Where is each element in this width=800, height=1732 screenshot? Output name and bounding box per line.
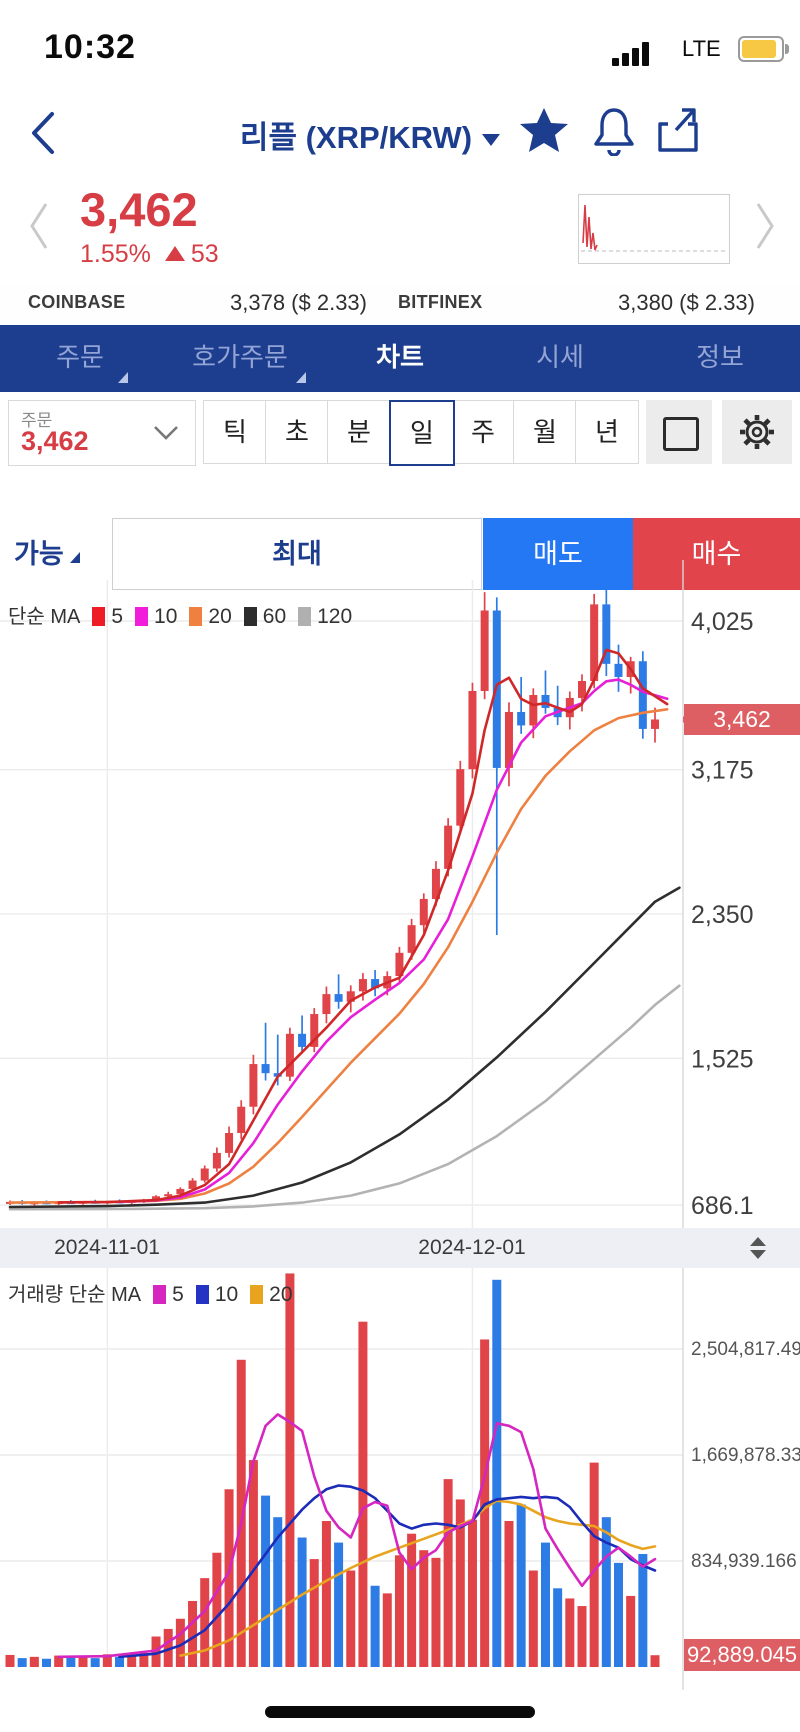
chevron-down-icon [154, 426, 178, 440]
home-indicator[interactable] [265, 1706, 535, 1718]
tab-info[interactable]: 정보 [696, 342, 744, 372]
up-triangle-icon [164, 246, 185, 261]
share-button[interactable] [652, 104, 704, 156]
timeframe-week[interactable]: 주 [451, 400, 515, 464]
header: 리플 (XRP/KRW) [0, 90, 800, 176]
volume-ma-legend: 거래량 단순 MA 5 10 20 [8, 1283, 293, 1306]
timeframe-year[interactable]: 년 [575, 400, 639, 464]
price-section: 3,462 1.55% 53 [0, 176, 800, 284]
change-amount: 53 [190, 240, 219, 268]
timeframe-month[interactable]: 월 [513, 400, 577, 464]
timeframe-tick[interactable]: 틱 [203, 400, 267, 464]
timeframe-day[interactable]: 일 [389, 400, 455, 466]
ma120-swatch [298, 607, 312, 626]
favorite-star-button[interactable] [518, 104, 570, 156]
svg-text:4,025: 4,025 [691, 608, 754, 636]
current-volume-badge: 92,889.045 [684, 1639, 800, 1671]
gear-icon [740, 415, 774, 449]
max-button[interactable]: 최대 [112, 518, 482, 590]
ma-legend: 단순 MA 5 10 20 60 120 [8, 605, 353, 628]
current-price: 3,462 [80, 183, 198, 236]
chart-style-button[interactable] [646, 400, 712, 464]
tab-order[interactable]: 주문 [0, 325, 160, 392]
exchange-name: BITFINEX [398, 292, 483, 312]
square-icon [663, 417, 699, 451]
tab-market[interactable]: 시세 [536, 342, 584, 372]
svg-text:686.1: 686.1 [691, 1192, 754, 1220]
current-price-badge: 3,462 [684, 704, 800, 735]
available-toggle[interactable]: 가능 [14, 518, 80, 590]
legend-title: 단순 MA [8, 606, 81, 628]
chevron-down-icon [482, 133, 501, 146]
buy-button[interactable]: 매수 [633, 518, 800, 590]
svg-text:834,939.166: 834,939.166 [691, 1551, 797, 1572]
tab-orderbook[interactable]: 호가주문 [160, 325, 320, 392]
order-price-dropdown[interactable]: 주문 3,462 [8, 400, 196, 466]
main-tab-bar: 주문 호가주문 차트 시세 정보 [0, 325, 800, 392]
clock: 10:32 [44, 28, 136, 66]
timeframe-group: 틱 초 분 일 주 월 년 [203, 400, 639, 466]
notification-bell-button[interactable] [588, 104, 640, 156]
submenu-triangle-icon [296, 372, 306, 383]
exchange-price: 3,378 ($ 2.33) [230, 290, 367, 315]
prev-coin-button[interactable] [24, 198, 54, 254]
timeframe-second[interactable]: 초 [265, 400, 329, 464]
signal-strength-icon [612, 40, 672, 66]
submenu-triangle-icon [118, 372, 128, 383]
next-coin-button[interactable] [750, 198, 780, 254]
date-axis-band: 2024-11-01 2024-12-01 [0, 1228, 800, 1268]
mini-sparkline-chart [578, 194, 730, 264]
battery-icon [738, 36, 789, 62]
exchange-name: COINBASE [28, 292, 126, 312]
chart-settings-button[interactable] [722, 400, 792, 464]
candlestick-chart[interactable]: 4,025 3,175 2,350 1,525 686.1 [0, 560, 800, 1228]
price-change: 1.55% 53 [80, 240, 219, 269]
order-price-value: 3,462 [21, 426, 89, 456]
network-type-label: LTE [682, 36, 721, 61]
legend-title: 거래량 단순 MA [8, 1284, 142, 1306]
x-tick-label: 2024-11-01 [54, 1236, 160, 1259]
svg-text:3,175: 3,175 [691, 757, 754, 785]
vol-ma10-swatch [195, 1285, 209, 1304]
exchange-price: 3,380 ($ 2.33) [618, 290, 755, 315]
back-button[interactable] [24, 108, 64, 158]
exchange-compare-row: COINBASE 3,378 ($ 2.33) BITFINEX 3,380 (… [0, 283, 800, 326]
sell-button[interactable]: 매도 [483, 518, 633, 590]
order-label: 주문 [21, 411, 53, 430]
submenu-triangle-icon [69, 552, 80, 563]
status-bar: 10:32 LTE [0, 0, 800, 90]
svg-text:1,525: 1,525 [691, 1045, 754, 1073]
tab-chart[interactable]: 차트 [376, 342, 424, 372]
pair-title-dropdown[interactable]: 리플 (XRP/KRW) [160, 112, 580, 157]
volume-chart[interactable]: 2,504,817.499 1,669,878.333 834,939.166 [0, 1268, 800, 1690]
ma5-swatch [92, 607, 106, 626]
pair-title: 리플 (XRP/KRW) [239, 120, 473, 155]
vol-ma5-swatch [153, 1285, 167, 1304]
ma10-swatch [135, 607, 149, 626]
expand-collapse-handle[interactable] [750, 1237, 766, 1259]
ma60-swatch [243, 607, 257, 626]
svg-text:2,350: 2,350 [691, 901, 754, 929]
svg-text:1,669,878.333: 1,669,878.333 [691, 1445, 800, 1466]
vol-ma20-swatch [250, 1285, 264, 1304]
change-percent: 1.55% [80, 240, 151, 268]
timeframe-minute[interactable]: 분 [327, 400, 391, 464]
svg-text:2,504,817.499: 2,504,817.499 [691, 1339, 800, 1360]
x-tick-label: 2024-12-01 [418, 1236, 526, 1259]
ma20-swatch [189, 607, 203, 626]
